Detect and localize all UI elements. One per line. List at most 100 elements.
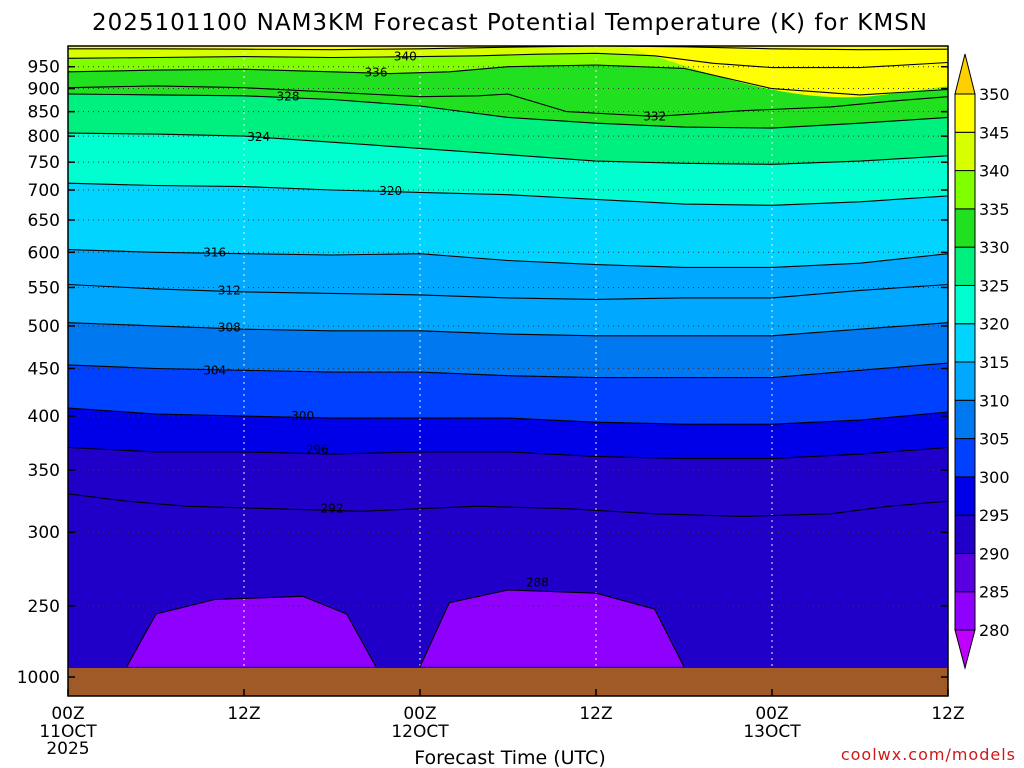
y-tick-label-950: 950 — [28, 58, 60, 78]
x-tick-year-0: 2025 — [46, 739, 89, 759]
colorbar-swatch-295 — [954, 476, 976, 516]
theta-color-fill — [68, 46, 948, 668]
y-tick-label-250: 250 — [28, 597, 60, 617]
colorbar-swatch-335 — [954, 170, 976, 210]
colorbar-swatch-285 — [954, 552, 976, 593]
y-tick-label-550: 550 — [28, 278, 60, 298]
y-tick-label-450: 450 — [28, 359, 60, 379]
pressure-axis: 250 300 350 400 450 500 550 600 650 700 750 800 850 9… — [17, 58, 948, 688]
y-tick-label-300: 300 — [28, 523, 60, 543]
isentrope-label-320: 320 — [379, 184, 402, 198]
colorbar-label-300: 300 — [979, 468, 1010, 487]
x-tick-label-48: 00Z — [755, 704, 788, 724]
isentrope-332-3 — [68, 85, 948, 117]
cold-pool-0 — [126, 596, 376, 667]
colorbar-label-310: 310 — [979, 391, 1010, 410]
y-tick-label-850: 850 — [28, 103, 60, 123]
colorbar-label-290: 290 — [979, 544, 1010, 563]
x-tick-label-24: 00Z — [403, 704, 436, 724]
isentrope-label-324: 324 — [247, 130, 270, 144]
x-tick-label-0: 00Z — [51, 704, 84, 724]
colorbar-label-335: 335 — [979, 200, 1010, 219]
colorbar-label-320: 320 — [979, 315, 1010, 334]
y-tick-label-650: 650 — [28, 211, 60, 231]
colorbar-swatch-280 — [954, 591, 976, 631]
colorbar: 280 285 290 295 300 305 310 315 320 325 330 335 340 3… — [954, 53, 1010, 670]
site-credit: coolwx.com/models — [841, 745, 1016, 764]
x-tick-label-12: 12Z — [227, 704, 260, 724]
ground-below-surface — [68, 668, 948, 696]
x-tick-date-0: 11OCT — [39, 722, 97, 742]
colorbar-swatch-330 — [954, 208, 976, 248]
isentrope-304-10 — [68, 362, 948, 379]
isentrope-316-7 — [68, 249, 948, 268]
cold-pool-1 — [420, 590, 684, 667]
isentrope-300-11 — [68, 407, 948, 425]
y-tick-label-1000: 1000 — [17, 668, 60, 688]
isentrope-336-2 — [68, 64, 948, 96]
isentrope-label-340: 340 — [394, 50, 417, 64]
isentrope-324-5 — [68, 132, 948, 165]
colorbar-swatch-345 — [954, 93, 976, 133]
colorbar-label-345: 345 — [979, 123, 1010, 142]
isentropes — [68, 46, 948, 668]
colorbar-label-325: 325 — [979, 276, 1010, 295]
y-tick-label-500: 500 — [28, 317, 60, 337]
plot-frame — [67, 45, 949, 697]
colorbar-label-285: 285 — [979, 583, 1010, 602]
x-axis-label: Forecast Time (UTC) — [414, 747, 605, 768]
colorbar-label-350: 350 — [979, 85, 1010, 104]
isentrope-label-304: 304 — [203, 363, 226, 377]
colorbar-label-340: 340 — [979, 162, 1010, 181]
isentrope-344-0 — [68, 46, 948, 51]
y-tick-label-600: 600 — [28, 243, 60, 263]
isentrope-label-332: 332 — [643, 109, 666, 123]
isentrope-label-328: 328 — [277, 90, 300, 104]
isentrope-label-288: 288 — [526, 575, 549, 589]
colorbar-swatch-320 — [954, 284, 976, 325]
colorbar-label-305: 305 — [979, 430, 1010, 449]
isentrope-292-13 — [68, 493, 948, 517]
colorbar-label-330: 330 — [979, 238, 1010, 257]
colorbar-max-arrow — [954, 53, 976, 95]
colorbar-swatch-290 — [954, 514, 976, 554]
y-tick-label-800: 800 — [28, 127, 60, 147]
isentrope-288-14 — [126, 595, 377, 668]
y-tick-label-700: 700 — [28, 181, 60, 201]
gridlines — [68, 46, 948, 696]
colorbar-label-315: 315 — [979, 353, 1010, 372]
chart-title: 2025101100 NAM3KM Forecast Potential Tem… — [92, 10, 928, 36]
isentrope-296-12 — [68, 446, 948, 460]
colorbar-swatch-315 — [954, 323, 976, 363]
colorbar-swatch-300 — [954, 438, 976, 478]
isentrope-label-300: 300 — [291, 409, 314, 423]
y-tick-label-900: 900 — [28, 80, 60, 100]
x-tick-date-24: 12OCT — [391, 722, 449, 742]
isentrope-288-15 — [419, 589, 685, 668]
colorbar-swatch-325 — [954, 246, 976, 286]
colorbar-swatch-310 — [954, 361, 976, 401]
isentrope-308-9 — [68, 322, 948, 337]
isentrope-label-308: 308 — [218, 321, 241, 335]
isentrope-label-336: 336 — [365, 66, 388, 80]
isentrope-label-316: 316 — [203, 245, 226, 259]
y-tick-label-350: 350 — [28, 461, 60, 481]
isentrope-label-296: 296 — [306, 443, 329, 457]
isentrope-labels: 340 336 332 328 324 320 316 312 308 304 300 296 292 2… — [203, 50, 666, 590]
isentrope-320-6 — [68, 182, 948, 206]
colorbar-min-arrow — [954, 629, 976, 670]
colorbar-label-280: 280 — [979, 621, 1010, 640]
isentrope-328-4 — [68, 93, 948, 129]
colorbar-swatch-340 — [954, 131, 976, 172]
x-tick-label-36: 12Z — [579, 704, 612, 724]
isentrope-label-312: 312 — [218, 283, 241, 297]
x-tick-label-60: 12Z — [931, 704, 964, 724]
y-tick-label-400: 400 — [28, 407, 60, 427]
isentrope-340-1 — [68, 52, 948, 69]
y-tick-label-750: 750 — [28, 153, 60, 173]
isentrope-312-8 — [68, 283, 948, 300]
x-tick-date-48: 13OCT — [743, 722, 801, 742]
isentrope-label-292: 292 — [321, 502, 344, 516]
